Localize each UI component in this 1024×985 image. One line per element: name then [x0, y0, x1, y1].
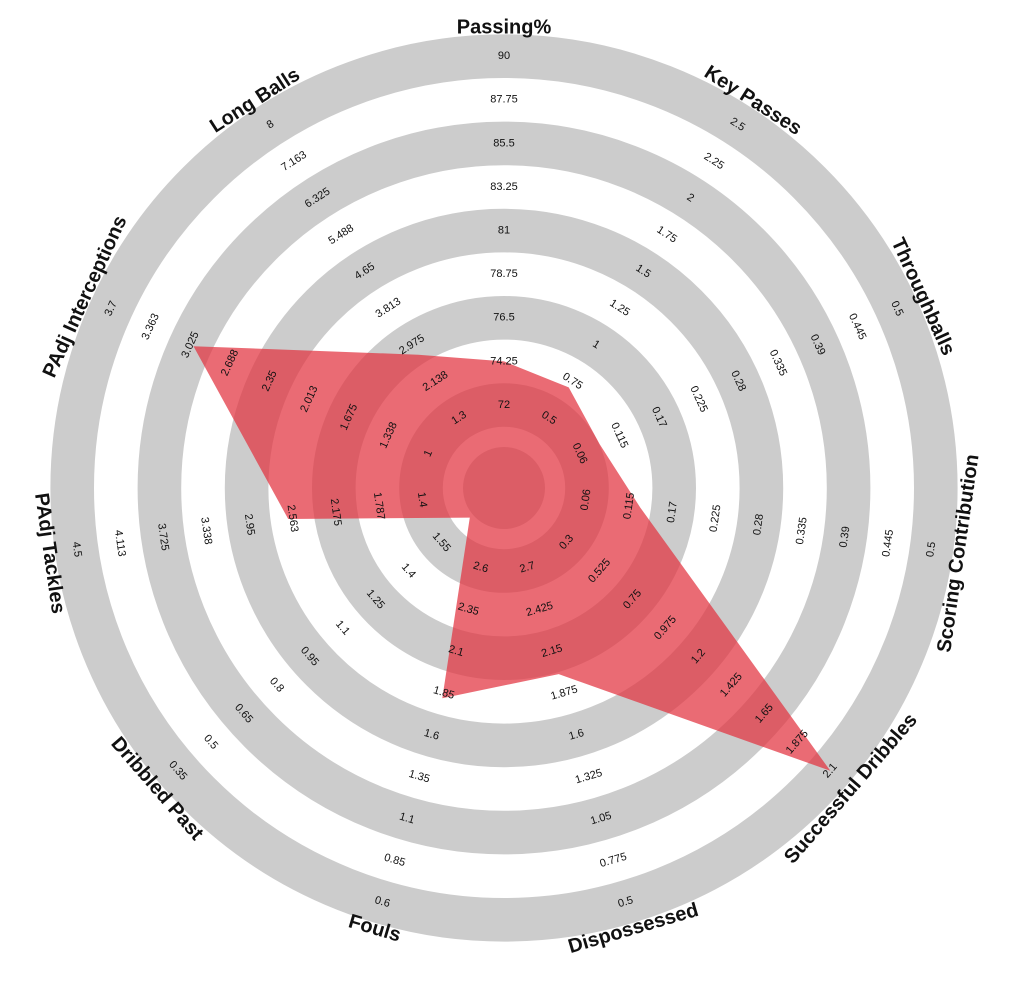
tick-label: 1.25 — [607, 297, 632, 319]
tick-label: 1 — [422, 448, 435, 459]
tick-label: 2 — [685, 191, 697, 204]
data-layer — [193, 346, 831, 771]
tick-label: 1.1 — [333, 618, 352, 637]
tick-label: 0.28 — [751, 513, 766, 536]
tick-label: 83.25 — [490, 181, 518, 193]
tick-label: 74.25 — [490, 355, 518, 367]
tick-label: 1.875 — [549, 683, 579, 702]
tick-label: 0.335 — [794, 516, 810, 545]
data-area — [193, 346, 831, 771]
tick-label: 0.5 — [888, 299, 905, 318]
grid-ring — [224, 208, 784, 768]
tick-label: 8 — [265, 118, 277, 131]
tick-label: 2.1 — [447, 643, 465, 659]
tick-label: 0.17 — [665, 501, 680, 524]
tick-label: 1.05 — [589, 810, 613, 828]
tick-label: 0.115 — [608, 421, 630, 450]
tick-label: 1 — [590, 338, 602, 351]
tick-label: 1.85 — [432, 684, 456, 702]
axis-label: Passing% — [457, 16, 552, 38]
tick-label: 1.4 — [399, 561, 418, 580]
tick-label: 2.563 — [285, 504, 301, 533]
tick-label: 0.775 — [598, 851, 628, 870]
tick-label: 1.75 — [655, 224, 680, 246]
tick-label: 3.7 — [103, 299, 120, 318]
tick-label: 5.488 — [326, 222, 356, 247]
tick-label: 0.5 — [924, 541, 938, 558]
tick-label: 1.6 — [567, 727, 585, 743]
tick-label: 81 — [498, 225, 510, 237]
tick-label: 4.113 — [112, 529, 128, 557]
tick-label: 3.363 — [140, 312, 162, 342]
tick-label: 78.75 — [490, 268, 518, 280]
grid-ring — [137, 121, 871, 855]
tick-label: 2.175 — [328, 498, 344, 527]
tick-label: 2.7 — [518, 560, 536, 576]
tick-label: 0.445 — [880, 529, 896, 558]
tick-label: 2.6 — [472, 560, 490, 576]
grid-ring — [50, 34, 958, 942]
tick-label: 72 — [498, 399, 510, 411]
tick-label: 1.6 — [422, 727, 440, 743]
tick-label: 0.39 — [838, 526, 853, 549]
tick-label: 0.225 — [687, 384, 709, 414]
tick-label: 0.5 — [201, 732, 220, 751]
tick-label: 0.8 — [267, 675, 286, 694]
tick-label: 2.25 — [702, 151, 727, 173]
tick-label: 1.4 — [415, 491, 429, 508]
tick-label: 2.15 — [540, 642, 564, 660]
tick-label: 0.115 — [621, 492, 637, 520]
tick-label: 0.6 — [373, 894, 391, 910]
tick-label: 3.813 — [374, 296, 404, 321]
tick-label: 7.163 — [279, 149, 309, 174]
tick-label: 3.725 — [155, 523, 171, 552]
tick-label: 0.5 — [617, 894, 635, 910]
tick-label: 1.35 — [407, 768, 431, 786]
tick-label: 2.35 — [456, 601, 480, 619]
tick-label: 1.325 — [574, 767, 604, 786]
tick-label: 0.445 — [846, 312, 868, 342]
tick-label: 0.335 — [767, 348, 789, 378]
tick-label: 0.06 — [579, 488, 594, 511]
tick-label: 0.225 — [708, 504, 724, 533]
tick-label: 1.787 — [371, 492, 387, 521]
tick-label: 85.5 — [493, 137, 514, 149]
tick-label: 4.5 — [70, 541, 84, 558]
tick-label: 87.75 — [490, 94, 518, 106]
tick-label: 1.1 — [398, 811, 416, 827]
tick-label: 3.338 — [198, 516, 214, 545]
tick-label: 0.85 — [383, 852, 407, 870]
tick-label: 90 — [498, 50, 510, 62]
tick-label: 2.95 — [242, 513, 257, 536]
tick-label: 76.5 — [493, 312, 514, 324]
